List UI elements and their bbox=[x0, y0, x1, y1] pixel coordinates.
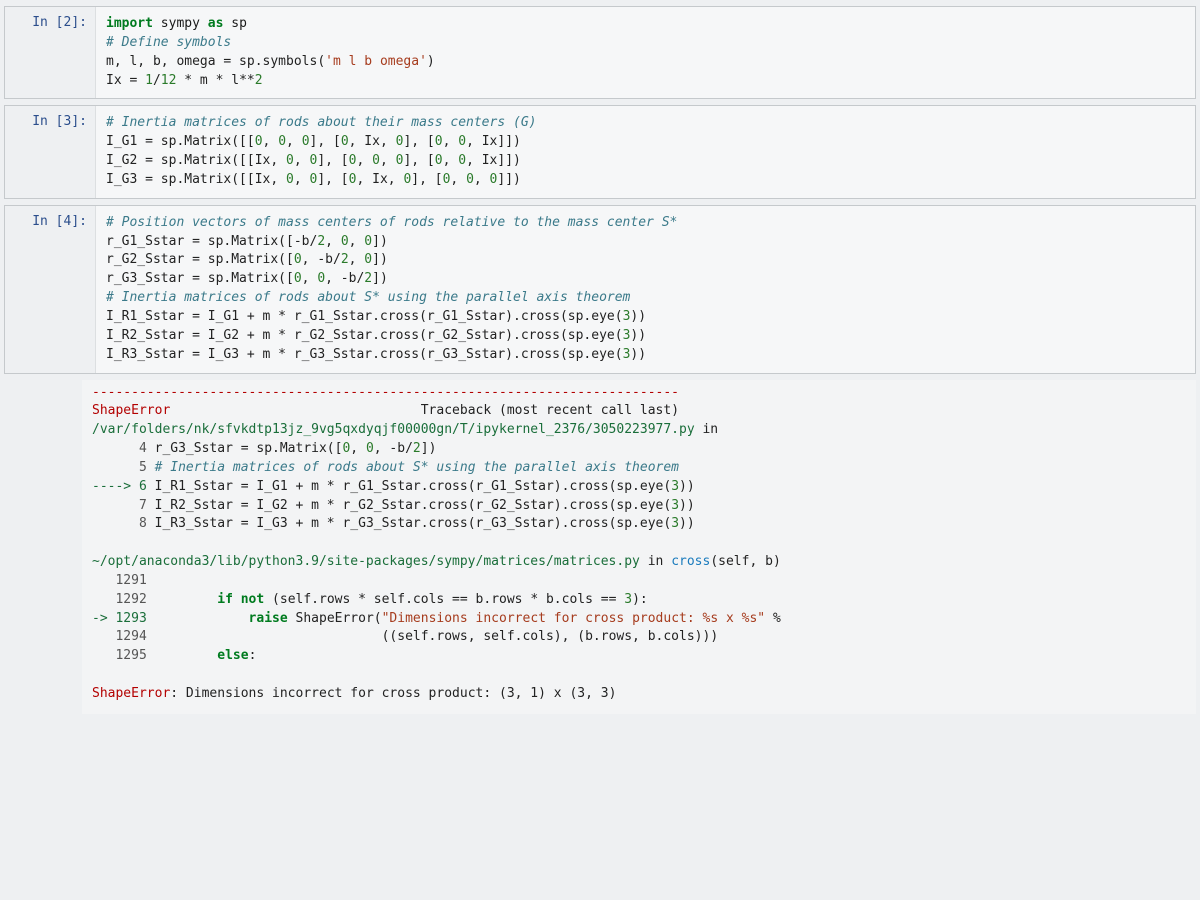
cell-prompt: In [3]: bbox=[5, 106, 96, 197]
cell-prompt: In [4]: bbox=[5, 206, 96, 373]
jupyter-notebook: In [2]:import sympy as sp # Define symbo… bbox=[0, 6, 1200, 714]
cell-prompt: In [2]: bbox=[5, 7, 96, 98]
code-area[interactable]: import sympy as sp # Define symbols m, l… bbox=[96, 7, 1195, 98]
error-output[interactable]: ----------------------------------------… bbox=[82, 380, 1196, 714]
code-cell[interactable]: In [2]:import sympy as sp # Define symbo… bbox=[4, 6, 1196, 99]
code-cell[interactable]: In [3]:# Inertia matrices of rods about … bbox=[4, 105, 1196, 198]
code-area[interactable]: # Position vectors of mass centers of ro… bbox=[96, 206, 1195, 373]
code-area[interactable]: # Inertia matrices of rods about their m… bbox=[96, 106, 1195, 197]
output-cell: ----------------------------------------… bbox=[4, 380, 1196, 714]
output-prompt-spacer bbox=[4, 380, 82, 714]
code-cell[interactable]: In [4]:# Position vectors of mass center… bbox=[4, 205, 1196, 374]
